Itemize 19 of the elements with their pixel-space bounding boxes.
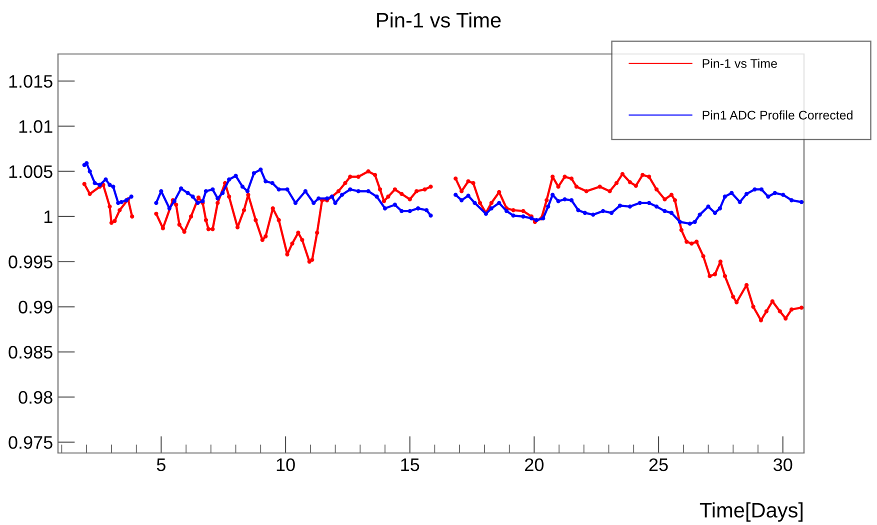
y-tick-label: 1.015 (9, 75, 52, 88)
x-tick-label: 20 (525, 458, 544, 472)
y-tick-label: 0.975 (8, 436, 52, 449)
x-tick-label: 5 (156, 458, 166, 472)
chart-title: Pin-1 vs Time (377, 12, 501, 28)
x-axis-title: Time[Days] (700, 502, 803, 522)
x-tick-label: 25 (649, 458, 668, 472)
y-tick-label: 1.01 (19, 120, 52, 133)
x-tick-label: 15 (401, 458, 420, 472)
x-tick-label: 30 (774, 458, 792, 472)
x-tick-label: 10 (276, 458, 295, 472)
y-tick-label: 1.005 (9, 165, 52, 178)
y-tick-label: 0.985 (8, 346, 52, 359)
legend-label: Pin1 ADC Profile Corrected (702, 110, 852, 120)
y-tick-label: 0.995 (8, 256, 52, 268)
legend-label: Pin-1 vs Time (702, 58, 777, 68)
y-tick-label: 1 (44, 210, 52, 224)
y-tick-label: 0.98 (18, 390, 52, 404)
y-tick-label: 0.99 (18, 300, 52, 314)
